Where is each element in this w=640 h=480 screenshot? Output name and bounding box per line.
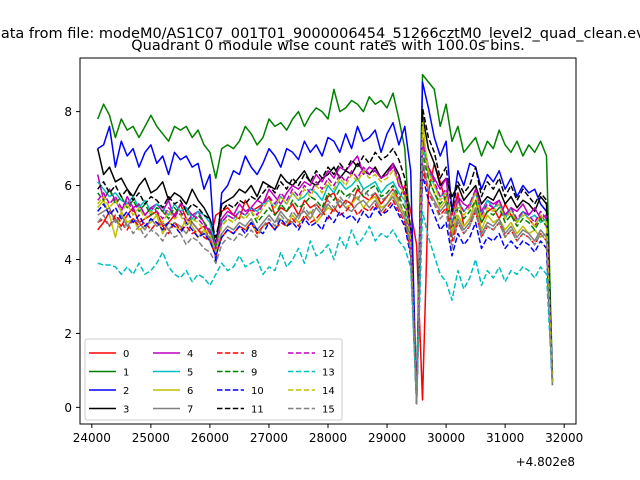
x-tick-label: 27000	[250, 431, 288, 445]
legend-label-11: 11	[251, 405, 264, 416]
legend-label-1: 1	[123, 368, 129, 379]
x-tick-label: 26000	[191, 431, 229, 445]
x-tick-label: 32000	[545, 431, 583, 445]
legend-label-8: 8	[251, 349, 257, 360]
y-axis: 0 2 4 6 8	[64, 105, 80, 415]
series-line-15	[97, 155, 554, 405]
legend-box	[84, 338, 343, 421]
legend-label-15: 15	[322, 405, 335, 416]
legend-label-6: 6	[187, 386, 193, 397]
legend-label-9: 9	[251, 368, 257, 379]
legend-label-0: 0	[123, 349, 129, 360]
x-tick-label: 25000	[132, 431, 170, 445]
legend-label-3: 3	[123, 405, 129, 416]
x-tick-label: 24000	[73, 431, 111, 445]
x-tick-label: 30000	[427, 431, 465, 445]
y-tick-label: 6	[64, 179, 72, 193]
series-line-11	[97, 107, 554, 401]
legend-label-7: 7	[187, 405, 193, 416]
series-line-9	[97, 151, 554, 405]
legend-label-13: 13	[322, 368, 335, 379]
x-axis-offset-label: +4.802e8	[516, 455, 575, 469]
y-tick-label: 0	[64, 401, 72, 415]
series-layer	[96, 73, 554, 405]
series-line-2	[97, 81, 554, 405]
series-line-1	[97, 73, 554, 398]
legend-label-2: 2	[123, 386, 129, 397]
figure-suptitle: Data from file: modeM0/AS1C07_001T01_900…	[0, 26, 640, 42]
series-line-10	[97, 173, 554, 405]
legend-label-10: 10	[251, 386, 264, 397]
y-tick-label: 8	[64, 105, 72, 119]
series-line-8	[97, 166, 554, 405]
chart-title: Quadrant 0 module wise count rates with …	[131, 38, 525, 54]
series-line-14	[97, 125, 554, 405]
y-tick-label: 2	[64, 327, 72, 341]
x-tick-label: 31000	[486, 431, 524, 445]
x-tick-label: 29000	[368, 431, 406, 445]
legend-label-4: 4	[187, 349, 193, 360]
legend-label-14: 14	[322, 386, 335, 397]
legend-label-12: 12	[322, 349, 335, 360]
y-tick-label: 4	[64, 253, 72, 267]
series-line-12	[97, 140, 554, 401]
series-line-5	[97, 144, 554, 405]
x-axis: 24000 25000 26000 27000 28000 29000 30000 31000…	[73, 424, 583, 445]
x-tick-label: 28000	[309, 431, 347, 445]
series-line-13	[97, 210, 554, 405]
legend-label-5: 5	[187, 368, 193, 379]
